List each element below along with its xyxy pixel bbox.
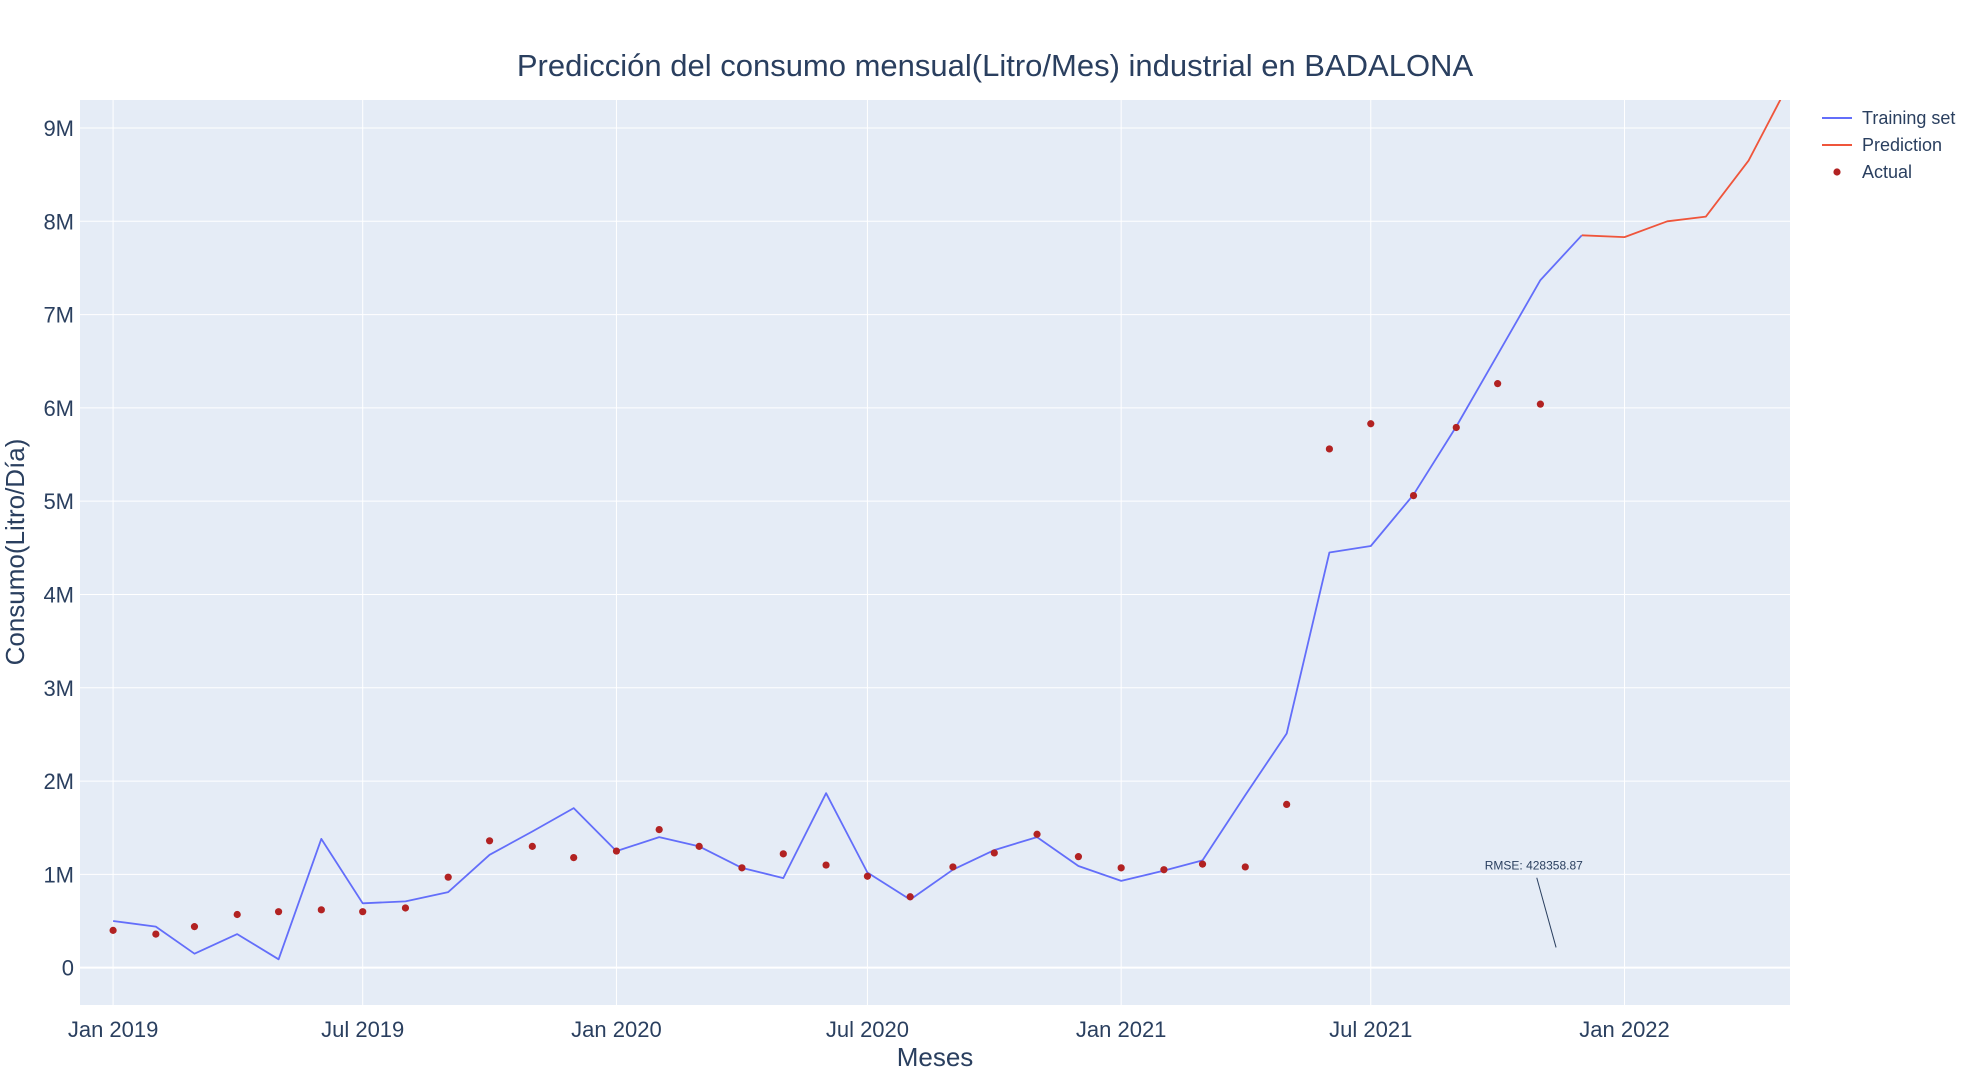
actual-point <box>1160 866 1168 874</box>
legend-label: Actual <box>1862 162 1912 182</box>
actual-point <box>1494 380 1502 388</box>
actual-point <box>528 842 536 850</box>
actual-point <box>485 837 494 845</box>
series-line-training-set <box>112 234 1583 961</box>
actual-point <box>822 861 830 869</box>
x-tick-label: Jul 2019 <box>321 1017 404 1042</box>
y-gridlines <box>80 127 1790 969</box>
y-tick-label: 4M <box>43 582 74 607</box>
legend-swatch <box>1833 168 1841 176</box>
series-layer <box>109 100 1782 961</box>
x-gridlines <box>112 100 1626 1005</box>
legend: Training set Prediction Actual <box>1822 108 1955 182</box>
y-tick-label: 6M <box>43 396 74 421</box>
x-tick-labels: Jan 2019 Jul 2019 Jan 2020 Jul 2020 Jan 2021… <box>68 1017 1670 1042</box>
y-tick-label: 3M <box>43 676 74 701</box>
y-tick-label: 0 <box>62 956 74 981</box>
x-tick-label: Jan 2020 <box>571 1017 662 1042</box>
actual-point <box>190 923 199 931</box>
x-tick-label: Jul 2021 <box>1329 1017 1412 1042</box>
legend-label: Prediction <box>1862 135 1942 155</box>
x-tick-label: Jan 2021 <box>1076 1017 1167 1042</box>
actual-point <box>109 926 117 934</box>
y-tick-label: 2M <box>43 769 74 794</box>
annotation-arrow <box>1536 877 1557 948</box>
actual-point <box>1117 864 1125 872</box>
chart-title: Predicción del consumo mensual(Litro/Mes… <box>517 48 1474 83</box>
actual-point <box>317 906 325 914</box>
x-axis-title: Meses <box>897 1042 974 1072</box>
actual-point <box>1033 830 1041 838</box>
actual-point <box>444 873 452 881</box>
actual-point <box>1198 860 1207 868</box>
actual-point <box>570 853 578 862</box>
actual-point <box>738 864 746 872</box>
y-tick-label: 5M <box>43 489 74 514</box>
actual-point <box>1409 491 1418 500</box>
x-tick-label: Jan 2019 <box>68 1017 159 1042</box>
actual-point <box>1452 423 1460 432</box>
legend-item-training-set[interactable]: Training set <box>1822 108 1955 128</box>
actual-point <box>1367 420 1375 428</box>
series-line-prediction <box>1581 100 1782 239</box>
actual-point <box>1241 863 1249 871</box>
y-tick-label: 9M <box>43 116 74 141</box>
actual-point <box>233 910 241 919</box>
plot-background <box>80 100 1790 1005</box>
actual-point <box>863 872 872 880</box>
actual-point <box>906 893 914 901</box>
actual-point <box>401 904 410 912</box>
actual-point <box>1074 853 1083 861</box>
y-tick-label: 8M <box>43 209 74 234</box>
actual-point <box>1536 400 1544 408</box>
actual-point <box>949 863 957 871</box>
actual-point <box>655 825 663 834</box>
y-tick-label: 1M <box>43 862 74 887</box>
actual-point <box>274 908 283 916</box>
y-axis-title: Consumo(Litro/Día) <box>0 439 30 666</box>
actual-point <box>1325 445 1334 453</box>
legend-item-prediction[interactable]: Prediction <box>1822 135 1942 155</box>
actual-point <box>779 850 787 858</box>
x-tick-label: Jan 2022 <box>1579 1017 1670 1042</box>
actual-point <box>1283 800 1291 809</box>
actual-point <box>695 842 703 850</box>
rmse-annotation: RMSE: 428358.87 <box>1485 859 1583 873</box>
legend-item-actual[interactable]: Actual <box>1833 162 1912 182</box>
x-tick-label: Jul 2020 <box>826 1017 909 1042</box>
actual-point <box>359 908 367 916</box>
actual-point <box>612 847 621 855</box>
y-tick-label: 7M <box>43 303 74 328</box>
annotation-layer: RMSE: 428358.87 <box>1485 859 1583 948</box>
legend-label: Training set <box>1862 108 1955 128</box>
actual-point <box>990 849 998 857</box>
actual-point <box>152 930 160 938</box>
y-tick-labels: 0 1M 2M 3M 4M 5M 6M 7M 8M 9M <box>43 116 74 981</box>
